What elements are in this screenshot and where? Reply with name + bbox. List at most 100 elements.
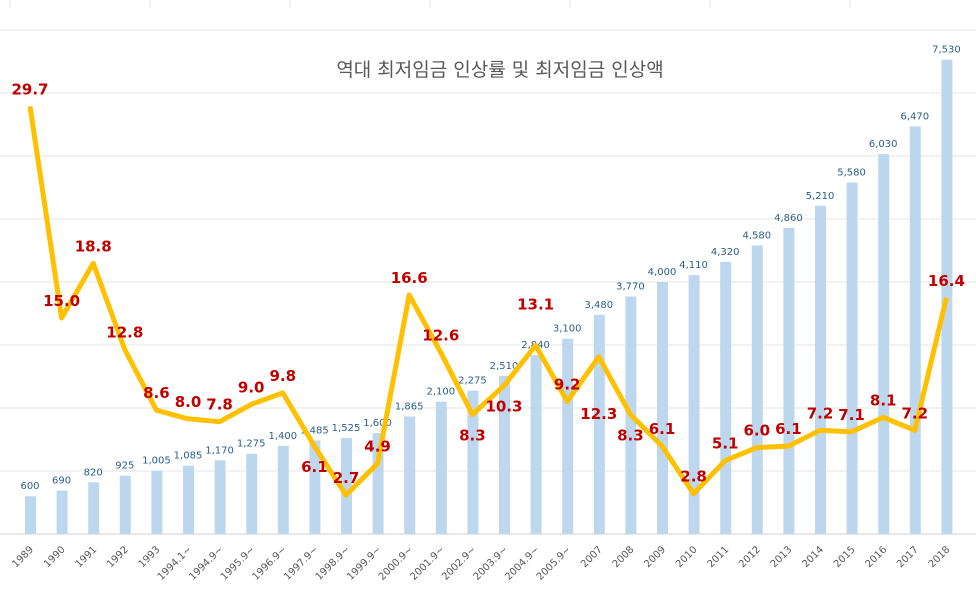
bar bbox=[878, 154, 890, 535]
rate-label: 12.8 bbox=[106, 324, 143, 342]
x-tick-label: 1991 bbox=[74, 544, 100, 570]
rate-label: 5.1 bbox=[712, 435, 739, 453]
x-tick-label: 1989 bbox=[10, 544, 36, 570]
x-tick-label: 2015 bbox=[832, 544, 858, 570]
rate-label: 8.3 bbox=[617, 426, 644, 444]
bar bbox=[846, 182, 858, 534]
rate-label: 29.7 bbox=[11, 80, 48, 98]
bar bbox=[593, 314, 605, 534]
bar-label: 4,580 bbox=[742, 230, 771, 241]
rate-label: 12.6 bbox=[422, 327, 459, 345]
bar-label: 4,320 bbox=[711, 247, 740, 258]
bar-label: 7,530 bbox=[932, 45, 961, 56]
bar-label: 3,480 bbox=[584, 300, 613, 311]
bar bbox=[467, 390, 479, 534]
rate-label: 4.9 bbox=[364, 437, 391, 455]
bar-label: 1,275 bbox=[237, 439, 266, 450]
rate-label: 8.0 bbox=[175, 393, 202, 411]
rate-label: 10.3 bbox=[485, 398, 522, 416]
rate-label: 7.1 bbox=[838, 406, 865, 424]
rate-label: 9.8 bbox=[270, 367, 297, 385]
rate-line bbox=[27, 105, 949, 498]
bar bbox=[562, 338, 574, 534]
rate-label: 8.3 bbox=[459, 426, 486, 444]
rate-label: 7.8 bbox=[206, 396, 233, 414]
x-tick-label: 2010 bbox=[674, 544, 700, 570]
rate-label: 15.0 bbox=[43, 292, 80, 310]
bar bbox=[499, 375, 510, 534]
bar bbox=[941, 59, 953, 535]
rate-label: 9.2 bbox=[554, 376, 581, 394]
bar bbox=[751, 245, 763, 534]
bar-label: 6,030 bbox=[869, 139, 898, 150]
x-tick-label: 1992 bbox=[105, 544, 131, 570]
x-tick-label: 2013 bbox=[769, 544, 795, 570]
x-tick-label: 2008 bbox=[611, 544, 637, 570]
rate-label: 8.1 bbox=[870, 391, 897, 409]
x-tick-label: 2012 bbox=[737, 544, 763, 570]
bar-label: 1,485 bbox=[300, 425, 329, 436]
bar-label: 2,100 bbox=[426, 387, 455, 398]
bar-label: 1,085 bbox=[174, 451, 203, 462]
bar-label: 4,860 bbox=[774, 213, 803, 224]
x-tick-label: 2011 bbox=[706, 544, 732, 570]
x-tick-label: 1993 bbox=[137, 544, 163, 570]
bar bbox=[815, 205, 826, 534]
bar-label: 1,865 bbox=[395, 402, 424, 413]
rate-label: 2.8 bbox=[680, 468, 707, 486]
rate-label: 7.2 bbox=[902, 404, 929, 422]
bar bbox=[435, 401, 447, 534]
rate-label: 16.6 bbox=[391, 269, 428, 287]
bar bbox=[341, 437, 352, 534]
bar-label: 1,525 bbox=[332, 423, 361, 434]
bar-label: 1,400 bbox=[268, 431, 297, 442]
bar bbox=[372, 433, 384, 534]
bar-label: 925 bbox=[115, 461, 134, 472]
bar bbox=[530, 355, 542, 534]
x-tick-label: 2014 bbox=[800, 544, 826, 570]
bar bbox=[119, 475, 131, 534]
x-tick-label: 2017 bbox=[895, 544, 921, 570]
x-tick-label: 2009 bbox=[642, 544, 668, 570]
bar bbox=[214, 460, 226, 534]
bar bbox=[783, 227, 795, 534]
bar bbox=[277, 445, 289, 534]
rate-label: 2.7 bbox=[333, 469, 360, 487]
rate-label: 6.1 bbox=[775, 420, 802, 438]
bar bbox=[151, 470, 163, 534]
x-tick-label: 2007 bbox=[579, 544, 605, 570]
rate-label: 7.2 bbox=[807, 404, 834, 422]
rate-label: 6.1 bbox=[649, 420, 676, 438]
bar bbox=[909, 126, 921, 534]
bar-label: 4,110 bbox=[679, 260, 708, 271]
bar bbox=[56, 490, 68, 534]
bar bbox=[688, 275, 700, 534]
bar-label: 3,770 bbox=[616, 281, 645, 292]
x-tick-label: 2005.9~ bbox=[535, 544, 573, 582]
rate-label: 12.3 bbox=[580, 405, 617, 423]
bar-label: 1,600 bbox=[363, 418, 392, 429]
bar-label: 2,275 bbox=[458, 376, 487, 387]
bar-label: 600 bbox=[20, 481, 39, 492]
bar bbox=[309, 440, 321, 534]
bar bbox=[657, 282, 668, 534]
bar-label: 690 bbox=[52, 476, 71, 487]
bar bbox=[25, 496, 36, 534]
bar-label: 5,210 bbox=[806, 191, 835, 202]
bar bbox=[404, 416, 416, 534]
bar bbox=[720, 261, 732, 534]
x-tick-label: 2018 bbox=[927, 544, 953, 570]
x-tick-label: 2016 bbox=[864, 544, 890, 570]
rate-label: 8.6 bbox=[143, 384, 170, 402]
rate-label: 16.4 bbox=[928, 272, 965, 290]
bar-label: 1,170 bbox=[205, 445, 234, 456]
rate-label: 6.0 bbox=[744, 422, 771, 440]
rate-label: 13.1 bbox=[517, 295, 554, 313]
bar bbox=[246, 453, 258, 534]
rate-label: 6.1 bbox=[301, 458, 328, 476]
bar-label: 1,005 bbox=[142, 456, 171, 467]
bar-label: 3,100 bbox=[553, 324, 582, 335]
bar-label: 2,510 bbox=[490, 361, 519, 372]
chart-title: 역대 최저임금 인상률 및 최저임금 인상액 bbox=[336, 59, 663, 81]
